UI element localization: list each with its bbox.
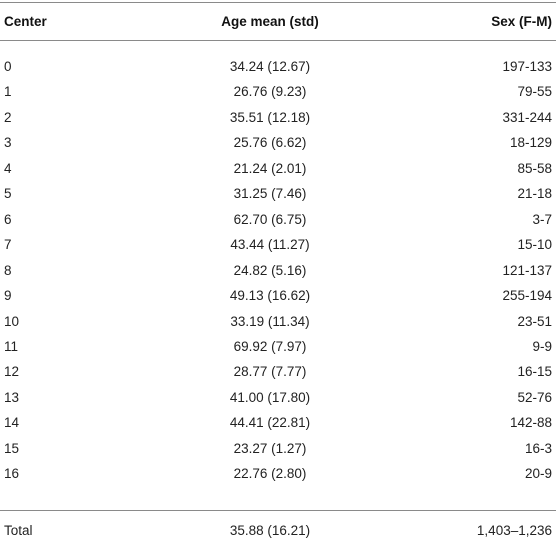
cell-center: 16	[4, 466, 20, 481]
table-row: 16 22.76 (2.80) 20-9	[0, 461, 556, 487]
cell-center: 9	[4, 288, 12, 303]
cell-sex: 16-3	[524, 441, 552, 456]
cell-age-mean: 26.76 (9.23)	[233, 84, 307, 99]
cell-center: 6	[4, 212, 12, 227]
table-total-rule	[0, 510, 556, 511]
cell-sex: 21-18	[517, 186, 552, 201]
total-age-mean: 35.88 (16.21)	[229, 523, 311, 538]
cell-center: 12	[4, 364, 20, 379]
cell-center: 0	[4, 59, 12, 74]
cell-center: 14	[4, 415, 20, 430]
cell-center: 5	[4, 186, 12, 201]
cell-age-mean: 28.77 (7.77)	[233, 364, 307, 379]
table-row: 4 21.24 (2.01) 85-58	[0, 156, 556, 182]
cell-age-mean: 41.00 (17.80)	[229, 390, 311, 405]
table-total-row: Total 35.88 (16.21) 1,403–1,236	[0, 518, 556, 544]
cell-age-mean: 23.27 (1.27)	[233, 441, 307, 456]
table-row: 5 31.25 (7.46) 21-18	[0, 181, 556, 207]
cell-sex: 23-51	[517, 314, 552, 329]
header-sex: Sex (F-M)	[491, 14, 552, 29]
table-row: 12 28.77 (7.77) 16-15	[0, 359, 556, 385]
cell-age-mean: 35.51 (12.18)	[229, 110, 311, 125]
total-label: Total	[4, 523, 33, 538]
cell-sex: 85-58	[517, 161, 552, 176]
cell-center: 10	[4, 314, 20, 329]
cell-center: 13	[4, 390, 20, 405]
table-top-rule	[0, 2, 556, 3]
table-row: 10 33.19 (11.34) 23-51	[0, 309, 556, 335]
header-age-mean: Age mean (std)	[221, 14, 319, 29]
cell-age-mean: 31.25 (7.46)	[233, 186, 307, 201]
cell-age-mean: 62.70 (6.75)	[233, 212, 307, 227]
cell-age-mean: 21.24 (2.01)	[233, 161, 307, 176]
cell-center: 2	[4, 110, 12, 125]
table-row: 8 24.82 (5.16) 121-137	[0, 258, 556, 284]
cell-center: 15	[4, 441, 20, 456]
cell-sex: 121-137	[502, 263, 552, 278]
cell-center: 8	[4, 263, 12, 278]
table-header-row: Center Age mean (std) Sex (F-M)	[0, 9, 556, 35]
cell-sex: 15-10	[517, 237, 552, 252]
cell-sex: 18-129	[509, 135, 552, 150]
cell-sex: 9-9	[532, 339, 552, 354]
cell-sex: 16-15	[517, 364, 552, 379]
cell-sex: 20-9	[524, 466, 552, 481]
header-center: Center	[4, 14, 47, 29]
table-row: 3 25.76 (6.62) 18-129	[0, 130, 556, 156]
table-row: 11 69.92 (7.97) 9-9	[0, 334, 556, 360]
table-row: 15 23.27 (1.27) 16-3	[0, 436, 556, 462]
table-row: 13 41.00 (17.80) 52-76	[0, 385, 556, 411]
table-row: 0 34.24 (12.67) 197-133	[0, 54, 556, 80]
cell-age-mean: 69.92 (7.97)	[233, 339, 307, 354]
cell-center: 3	[4, 135, 12, 150]
table-header-rule	[0, 40, 556, 41]
cell-center: 4	[4, 161, 12, 176]
cell-center: 1	[4, 84, 12, 99]
cell-age-mean: 34.24 (12.67)	[229, 59, 311, 74]
table-row: 7 43.44 (11.27) 15-10	[0, 232, 556, 258]
total-sex: 1,403–1,236	[476, 523, 552, 538]
cell-age-mean: 33.19 (11.34)	[230, 314, 310, 329]
cell-age-mean: 22.76 (2.80)	[233, 466, 307, 481]
cell-age-mean: 49.13 (16.62)	[229, 288, 311, 303]
cell-sex: 197-133	[502, 59, 552, 74]
cell-sex: 79-55	[517, 84, 552, 99]
cell-sex: 52-76	[517, 390, 552, 405]
cell-age-mean: 43.44 (11.27)	[230, 237, 310, 252]
cell-sex: 142-88	[509, 415, 552, 430]
cell-sex: 331-244	[502, 110, 552, 125]
table-row: 2 35.51 (12.18) 331-244	[0, 105, 556, 131]
cell-center: 7	[4, 237, 12, 252]
table-row: 14 44.41 (22.81) 142-88	[0, 410, 556, 436]
table-row: 1 26.76 (9.23) 79-55	[0, 79, 556, 105]
cell-center: 11	[4, 339, 19, 354]
cell-age-mean: 24.82 (5.16)	[233, 263, 307, 278]
cell-sex: 255-194	[502, 288, 552, 303]
cell-age-mean: 25.76 (6.62)	[233, 135, 307, 150]
table-row: 6 62.70 (6.75) 3-7	[0, 207, 556, 233]
cell-sex: 3-7	[532, 212, 552, 227]
cell-age-mean: 44.41 (22.81)	[229, 415, 311, 430]
table-row: 9 49.13 (16.62) 255-194	[0, 283, 556, 309]
